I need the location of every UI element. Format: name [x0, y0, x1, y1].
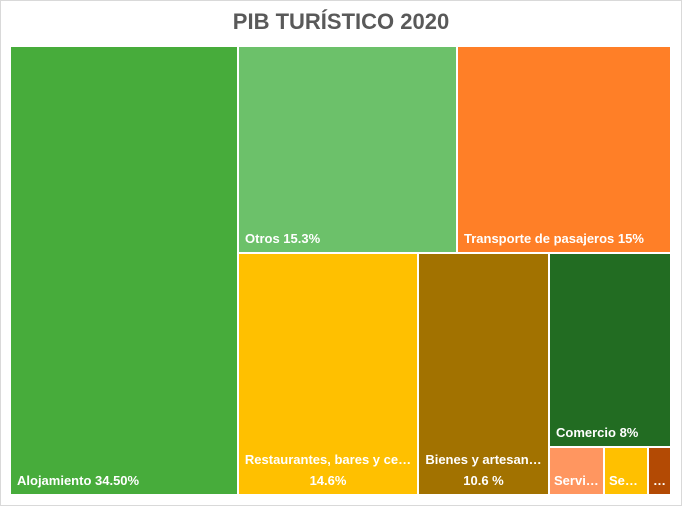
tile-label: Bienes y artesan… 10.6 %: [423, 452, 544, 488]
tile-label-name: Restaurantes, bares y ce…: [244, 452, 412, 467]
tile-label: Comercio 8%: [556, 425, 639, 440]
treemap-tile: Comercio 8%: [549, 253, 671, 447]
tile-label: Servi…: [554, 473, 599, 488]
treemap-tile: Bienes y artesan… 10.6 %: [418, 253, 549, 495]
treemap-tile: Servi…: [549, 447, 604, 495]
tile-label: Otros 15.3%: [245, 231, 321, 246]
tile-label: Se…: [609, 473, 638, 488]
tile-label-value: 14.6%: [309, 473, 347, 488]
tile-label-value: 10.6 %: [463, 473, 504, 488]
treemap-tile: …: [648, 447, 671, 495]
tile-label: Transporte de pasajeros 15%: [464, 231, 644, 246]
tile-label-name: Bienes y artesan…: [425, 452, 542, 467]
chart-title: PIB TURÍSTICO 2020: [232, 9, 450, 34]
treemap-tile: Se…: [604, 447, 648, 495]
treemap-tile: Otros 15.3%: [238, 46, 457, 253]
tile-label: Alojamiento 34.50%: [17, 473, 140, 488]
tile-label: …: [653, 473, 666, 488]
treemap-tile: Transporte de pasajeros 15%: [457, 46, 671, 253]
treemap-tile: Alojamiento 34.50%: [10, 46, 238, 495]
treemap-tile: Restaurantes, bares y ce… 14.6%: [238, 253, 418, 495]
tile-label: Restaurantes, bares y ce… 14.6%: [243, 452, 413, 488]
